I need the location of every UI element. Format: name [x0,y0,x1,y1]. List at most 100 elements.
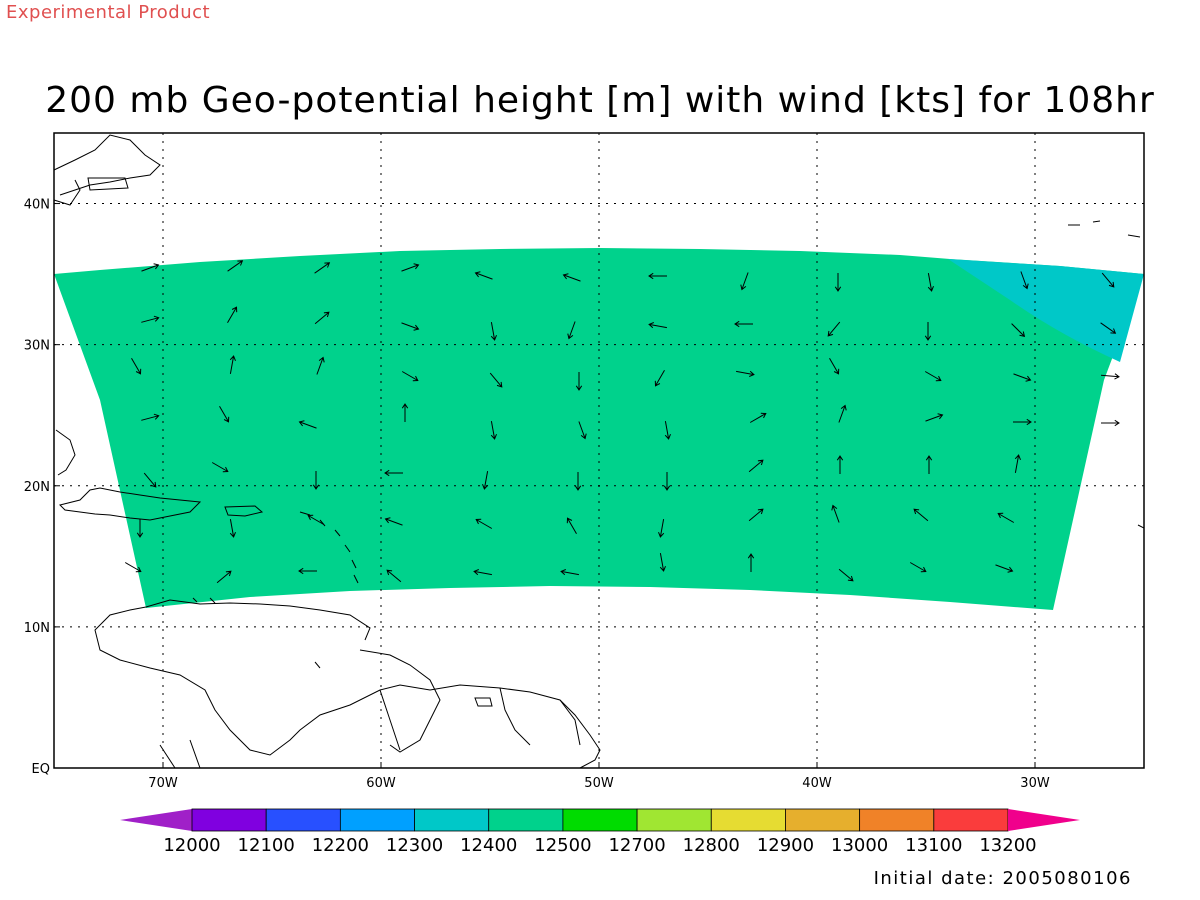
wind-arrow [211,462,229,473]
wind-arrow [227,306,238,324]
wind-arrow [1100,322,1117,334]
wind-arrow [298,567,317,575]
colorbar-segment [710,808,786,832]
wind-arrow [924,371,942,382]
wind-arrow [654,369,665,387]
wind-arrow [307,514,325,525]
wind-arrow [747,553,755,572]
colorbar-segment [414,808,490,832]
wind-arrow [490,322,497,341]
wind-arrow [131,357,142,375]
wind-arrow [740,272,749,291]
wind-arrow [913,508,929,522]
wind-arrow [831,504,840,523]
wind-arrow [227,260,244,272]
experimental-product-note: Experimental Product [6,2,211,23]
wind-arrow [925,413,944,422]
colorbar-label: 12200 [312,835,369,856]
colorbar-label: 12000 [163,835,220,856]
height-band-12400 [948,259,1144,362]
wind-arrow [474,271,493,280]
colorbar-high-extend [1008,809,1080,831]
wind-arrow [736,370,755,377]
wind-arrow [1014,454,1021,473]
wind-arrow [562,273,581,282]
wind-arrow [141,315,160,323]
wind-arrow [663,472,671,491]
wind-arrow [1013,373,1032,382]
colorbar-label: 12500 [534,835,591,856]
lat-tick-label: 20N [24,480,50,495]
wind-arrow [748,459,764,473]
lat-tick-label: EQ [32,762,50,777]
wind-arrow [401,403,409,422]
colorbar-segment [859,808,935,832]
wind-arrow [316,356,325,375]
colorbar-label: 12800 [683,835,740,856]
wind-arrow [473,569,492,576]
wind-arrow [829,357,840,375]
wind-arrow [648,272,667,280]
wind-arrow [143,472,157,488]
colorbar-segment [265,808,341,832]
colorbar: 12000 12100 12200 12300 12400 12500 12700 12800… [120,808,1080,856]
axis-tick-labels: 70W 60W 50W 40W 30W EQ 10N 20N 30N 40N [24,198,1050,791]
wind-vectors [124,260,1120,584]
wind-arrow [1100,373,1120,380]
wind-arrow [1101,272,1115,288]
colorbar-segment [785,808,861,832]
wind-arrow [490,421,497,440]
wind-arrow [229,519,236,538]
chart-title: 200 mb Geo-potential height [m] with win… [45,80,1155,121]
wind-arrow [836,455,844,474]
wind-arrow [995,564,1014,573]
colorbar-segment [191,808,267,832]
wind-arrow [659,553,666,572]
wind-arrow [574,472,582,491]
wind-arrow [401,263,420,272]
colorbar-label: 12900 [757,835,814,856]
wind-arrow [748,508,764,522]
wind-arrow [575,372,583,391]
wind-arrow [1011,323,1026,338]
wind-arrow [838,404,847,423]
lon-tick-label: 30W [1020,776,1050,791]
wind-arrow [384,469,403,477]
wind-arrow [997,512,1015,523]
wind-arrow [401,371,419,382]
wind-arrow [749,412,767,423]
wind-arrow [384,517,403,526]
wind-arrow [314,311,330,325]
wind-arrow [838,568,854,582]
wind-arrow [1013,418,1032,426]
wind-arrow [229,355,236,374]
wind-arrow [216,570,232,584]
wind-arrow [1101,419,1120,427]
lat-tick-label: 40N [24,198,50,213]
lon-tick-label: 70W [148,776,178,791]
colorbar-label: 12100 [238,835,295,856]
colorbar-segment [339,808,415,832]
wind-arrow [312,471,320,490]
map-grid [54,133,1144,768]
coastlines [53,134,1145,769]
lon-tick-label: 40W [802,776,832,791]
wind-arrow [927,273,934,292]
colorbar-label: 13100 [905,835,962,856]
wind-arrow [386,569,402,583]
wind-arrow [475,518,493,529]
wind-arrow [664,421,671,440]
wind-arrow [136,519,144,538]
colorbar-label: 13200 [979,835,1036,856]
lon-tick-label: 60W [366,776,396,791]
colorbar-segment [636,808,712,832]
wind-arrow [909,562,927,573]
wind-arrow [314,262,331,274]
wind-arrow [401,322,420,331]
wind-arrow [298,420,317,429]
wind-arrow [834,273,842,292]
wind-arrow [489,372,503,388]
wind-arrow [734,320,753,328]
wind-arrow [560,569,579,576]
